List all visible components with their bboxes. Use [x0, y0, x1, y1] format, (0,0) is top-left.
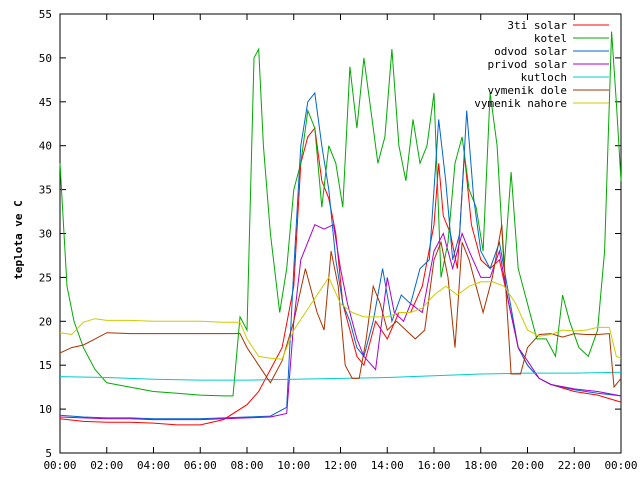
legend-label: vymenik nahore — [474, 97, 567, 110]
series-line-privod-solar — [59, 223, 622, 421]
tick-labels: 5 10 15 20 25 30 35 40 45 50 55 00:00 02:00 04:00 06:0… — [39, 8, 638, 472]
y-tick-label: 30 — [39, 228, 52, 241]
x-tick-label: 22:00 — [558, 459, 591, 472]
x-tick-label: 18:00 — [464, 459, 497, 472]
y-tick-label: 40 — [39, 140, 52, 153]
legend-label: 3ti solar — [507, 19, 567, 32]
x-tick-label: 00:00 — [604, 459, 637, 472]
axes — [59, 13, 622, 454]
legend-label: odvod solar — [494, 45, 567, 58]
x-tick-label: 06:00 — [184, 459, 217, 472]
y-tick-label: 25 — [39, 271, 52, 284]
legend-label: vymenik dole — [488, 84, 567, 97]
y-tick-label: 35 — [39, 184, 52, 197]
series-line-kotel — [59, 31, 622, 397]
series-line-vymenik-dole — [59, 224, 622, 389]
legend-label: privod solar — [488, 58, 568, 71]
x-tick-label: 12:00 — [324, 459, 357, 472]
series-line-3ti-solar — [59, 126, 622, 426]
x-tick-label: 16:00 — [417, 459, 450, 472]
y-tick-label: 20 — [39, 315, 52, 328]
y-tick-label: 5 — [45, 447, 52, 460]
x-tick-label: 02:00 — [90, 459, 123, 472]
y-tick-label: 55 — [39, 8, 52, 21]
y-tick-label: 15 — [39, 359, 52, 372]
series-lines — [59, 31, 622, 426]
x-tick-label: 20:00 — [511, 459, 544, 472]
series-line-kutloch — [59, 371, 622, 381]
x-tick-label: 14:00 — [371, 459, 404, 472]
x-tick-label: 10:00 — [277, 459, 310, 472]
series-line-odvod-solar — [59, 91, 622, 420]
series-line-vymenik-nahore — [59, 276, 622, 360]
x-tick-label: 04:00 — [137, 459, 170, 472]
legend-label: kotel — [534, 32, 567, 45]
y-tick-label: 50 — [39, 52, 52, 65]
y-tick-label: 10 — [39, 403, 52, 416]
y-tick-label: 45 — [39, 96, 52, 109]
legend-label: kutloch — [521, 71, 567, 84]
y-axis-label: teplota ve C — [12, 200, 25, 279]
x-tick-label: 08:00 — [230, 459, 263, 472]
x-tick-label: 00:00 — [43, 459, 76, 472]
